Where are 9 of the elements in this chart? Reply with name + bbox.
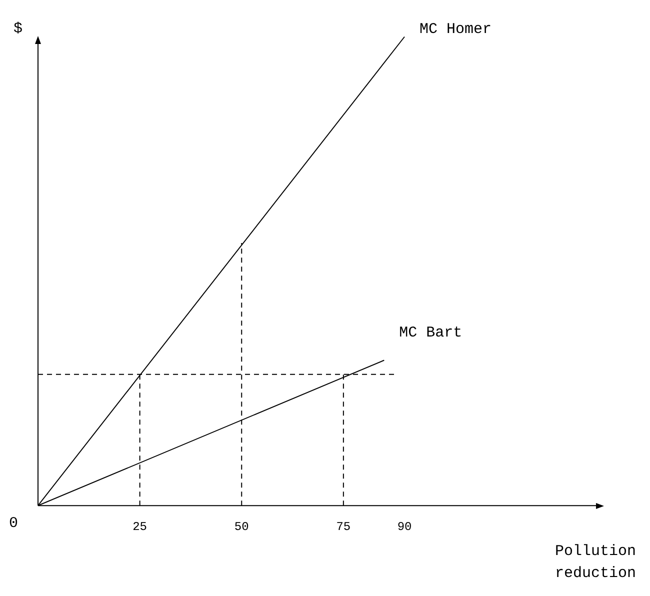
series-label: MC Homer [420,21,492,38]
x-axis-title: Pollution reduction [554,543,636,582]
x-tick-label: 50 [234,520,249,534]
x-tick-label: 75 [336,520,351,534]
x-tick-label: 90 [397,520,412,534]
y-axis-title: $ [13,20,23,38]
x-tick-label: 25 [132,520,148,534]
text: 0 [8,515,18,532]
series-label: MC Bart [399,324,462,342]
